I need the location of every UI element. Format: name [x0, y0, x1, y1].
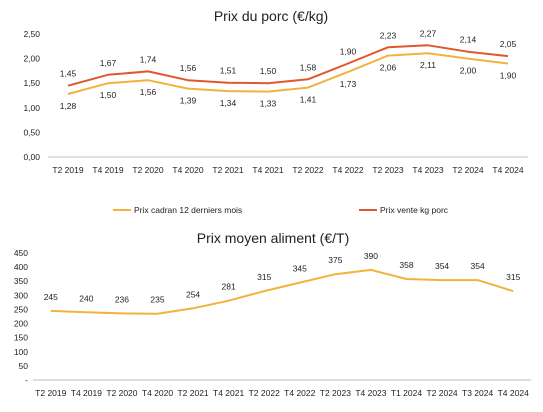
x-tick-label: T4 2024	[498, 388, 529, 398]
x-tick-label: T4 2023	[355, 388, 386, 398]
x-tick-label: T2 2021	[212, 165, 243, 175]
x-tick-label: T4 2024	[492, 165, 523, 175]
x-tick-label: T4 2019	[92, 165, 123, 175]
x-tick-label: T2 2023	[320, 388, 351, 398]
legend-label-vente: Prix vente kg porc	[380, 205, 449, 215]
series-group	[50, 268, 514, 315]
x-tick-label: T4 2019	[71, 388, 102, 398]
x-tick-label: T4 2023	[412, 165, 443, 175]
data-label-aliment: 236	[115, 294, 129, 304]
x-tick-label: T1 2024	[391, 388, 422, 398]
series-line-cadran	[67, 52, 509, 95]
y-tick-label: 50	[19, 361, 29, 371]
data-label-vente: 1,56	[180, 63, 197, 73]
y-tick-label: 150	[14, 333, 28, 343]
data-label-vente: 2,14	[460, 35, 477, 45]
data-label-cadran: 1,90	[500, 71, 517, 81]
y-tick-label: 200	[14, 319, 28, 329]
data-label-aliment: 354	[435, 261, 449, 271]
y-tick-label: 1,50	[23, 78, 40, 88]
data-label-vente: 1,51	[220, 66, 237, 76]
x-tick-label: T2 2019	[52, 165, 83, 175]
data-labels: 1,28 1,50 1,56 1,39 1,34 1,33 1,41 1,73 2,06 2,11…	[60, 28, 517, 111]
x-tick-label: T4 2020	[142, 388, 173, 398]
x-tick-label: T2 2023	[372, 165, 403, 175]
y-tick-label: 450	[14, 248, 28, 258]
data-label-vente: 1,74	[140, 54, 157, 64]
data-label-cadran: 2,00	[460, 66, 477, 76]
legend: Prix cadran 12 derniers mois Prix vente …	[113, 205, 449, 215]
x-tick-label: T2 2022	[292, 165, 323, 175]
x-tick-label: T4 2021	[252, 165, 283, 175]
data-label-aliment: 235	[150, 295, 164, 305]
data-label-cadran: 1,50	[100, 90, 117, 100]
y-tick-label: 2,00	[23, 54, 40, 64]
data-label-aliment: 315	[506, 272, 520, 282]
data-label-aliment: 345	[293, 264, 307, 274]
data-label-aliment: 390	[364, 251, 378, 261]
x-tick-label: T4 2022	[284, 388, 315, 398]
data-label-aliment: 354	[471, 261, 485, 271]
y-tick-label: 0,50	[23, 127, 40, 137]
x-tick-label: T4 2020	[172, 165, 203, 175]
data-label-cadran: 1,34	[220, 98, 237, 108]
y-tick-label: -	[25, 375, 28, 385]
data-label-cadran: 1,73	[340, 79, 357, 89]
data-label-cadran: 1,33	[260, 99, 277, 109]
data-label-cadran: 1,56	[140, 87, 157, 97]
y-tick-label: 1,00	[23, 103, 40, 113]
series-line-aliment	[50, 268, 514, 315]
data-label-aliment: 240	[79, 293, 93, 303]
x-tick-label: T4 2021	[213, 388, 244, 398]
data-label-vente: 2,27	[420, 28, 437, 38]
axes: 0,00 0,50 1,00 1,50 2,00 2,50 T2 2019 T4 2019 T2…	[23, 29, 528, 175]
data-label-aliment: 281	[222, 282, 236, 292]
data-label-vente: 1,45	[60, 69, 77, 79]
y-tick-label: 350	[14, 276, 28, 286]
data-label-cadran: 1,28	[60, 101, 77, 111]
x-tick-label: T2 2024	[426, 388, 457, 398]
y-tick-label: 0,00	[23, 152, 40, 162]
x-tick-label: T2 2020	[106, 388, 137, 398]
y-tick-label: 2,50	[23, 29, 40, 39]
x-tick-label: T2 2019	[35, 388, 66, 398]
x-tick-label: T2 2024	[452, 165, 483, 175]
y-tick-label: 400	[14, 262, 28, 272]
series-group	[67, 44, 509, 95]
y-tick-label: 300	[14, 290, 28, 300]
data-label-vente: 2,23	[380, 30, 397, 40]
x-tick-label: T2 2022	[249, 388, 280, 398]
data-label-cadran: 2,11	[420, 60, 436, 70]
x-tick-label: T2 2021	[177, 388, 208, 398]
x-tick-label: T3 2024	[462, 388, 493, 398]
data-label-vente: 1,90	[340, 47, 357, 57]
legend-label-cadran: Prix cadran 12 derniers mois	[134, 205, 242, 215]
data-label-cadran: 1,39	[180, 96, 197, 106]
x-tick-label: T4 2022	[332, 165, 363, 175]
data-label-aliment: 375	[328, 255, 342, 265]
x-tick-label: T2 2020	[132, 165, 163, 175]
y-tick-label: 100	[14, 347, 28, 357]
data-label-cadran: 1,41	[300, 95, 317, 105]
data-label-aliment: 254	[186, 289, 200, 299]
data-label-vente: 1,67	[100, 58, 117, 68]
series-line-vente	[67, 44, 509, 87]
data-label-vente: 1,50	[260, 66, 277, 76]
data-label-aliment: 245	[44, 292, 58, 302]
chart-prix-moyen-aliment: Prix moyen aliment (€/T) - 50 100 150 200 250…	[14, 230, 531, 398]
data-label-aliment: 315	[257, 272, 271, 282]
chart-title: Prix du porc (€/kg)	[214, 8, 328, 24]
axes: - 50 100 150 200 250 300 350 400 450 T2 2019 T4 201…	[14, 248, 531, 398]
data-label-vente: 2,05	[500, 39, 517, 49]
chart-title: Prix moyen aliment (€/T)	[197, 230, 349, 246]
data-label-aliment: 358	[399, 260, 413, 270]
data-labels: 245 240 236 235 254 281 315 345 375 390 358 354 354 3…	[44, 251, 521, 305]
y-tick-label: 250	[14, 304, 28, 314]
data-label-cadran: 2,06	[380, 63, 397, 73]
data-label-vente: 1,58	[300, 62, 317, 72]
chart-prix-du-porc: Prix du porc (€/kg) 0,00 0,50 1,00 1,50 2,00…	[23, 8, 528, 215]
